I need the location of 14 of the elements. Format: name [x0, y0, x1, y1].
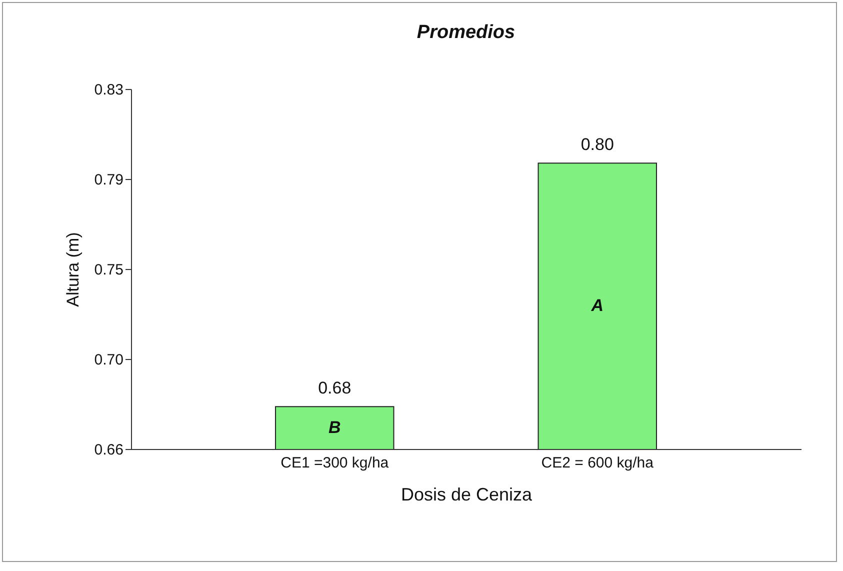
annotation: A — [590, 296, 604, 316]
x-tick-label: CE2 = 600 kg/ha — [541, 454, 654, 472]
chart-title: Promedios — [416, 22, 516, 43]
annotation: B — [328, 418, 341, 437]
y-tick-label: 0.70 — [94, 352, 124, 368]
x-axis-title: Dosis de Ceniza — [400, 484, 534, 504]
y-axis-title: Altura (m) — [63, 232, 82, 307]
data-label: 0.80 — [580, 135, 614, 154]
y-tick-label: 0.66 — [94, 442, 124, 458]
y-tick-label: 0.79 — [94, 172, 124, 188]
y-tick-label: 0.75 — [94, 262, 124, 278]
data-label: 0.68 — [318, 378, 352, 398]
y-tick-label: 0.83 — [94, 82, 124, 98]
x-tick-label: CE1 =300 kg/ha — [280, 454, 390, 472]
